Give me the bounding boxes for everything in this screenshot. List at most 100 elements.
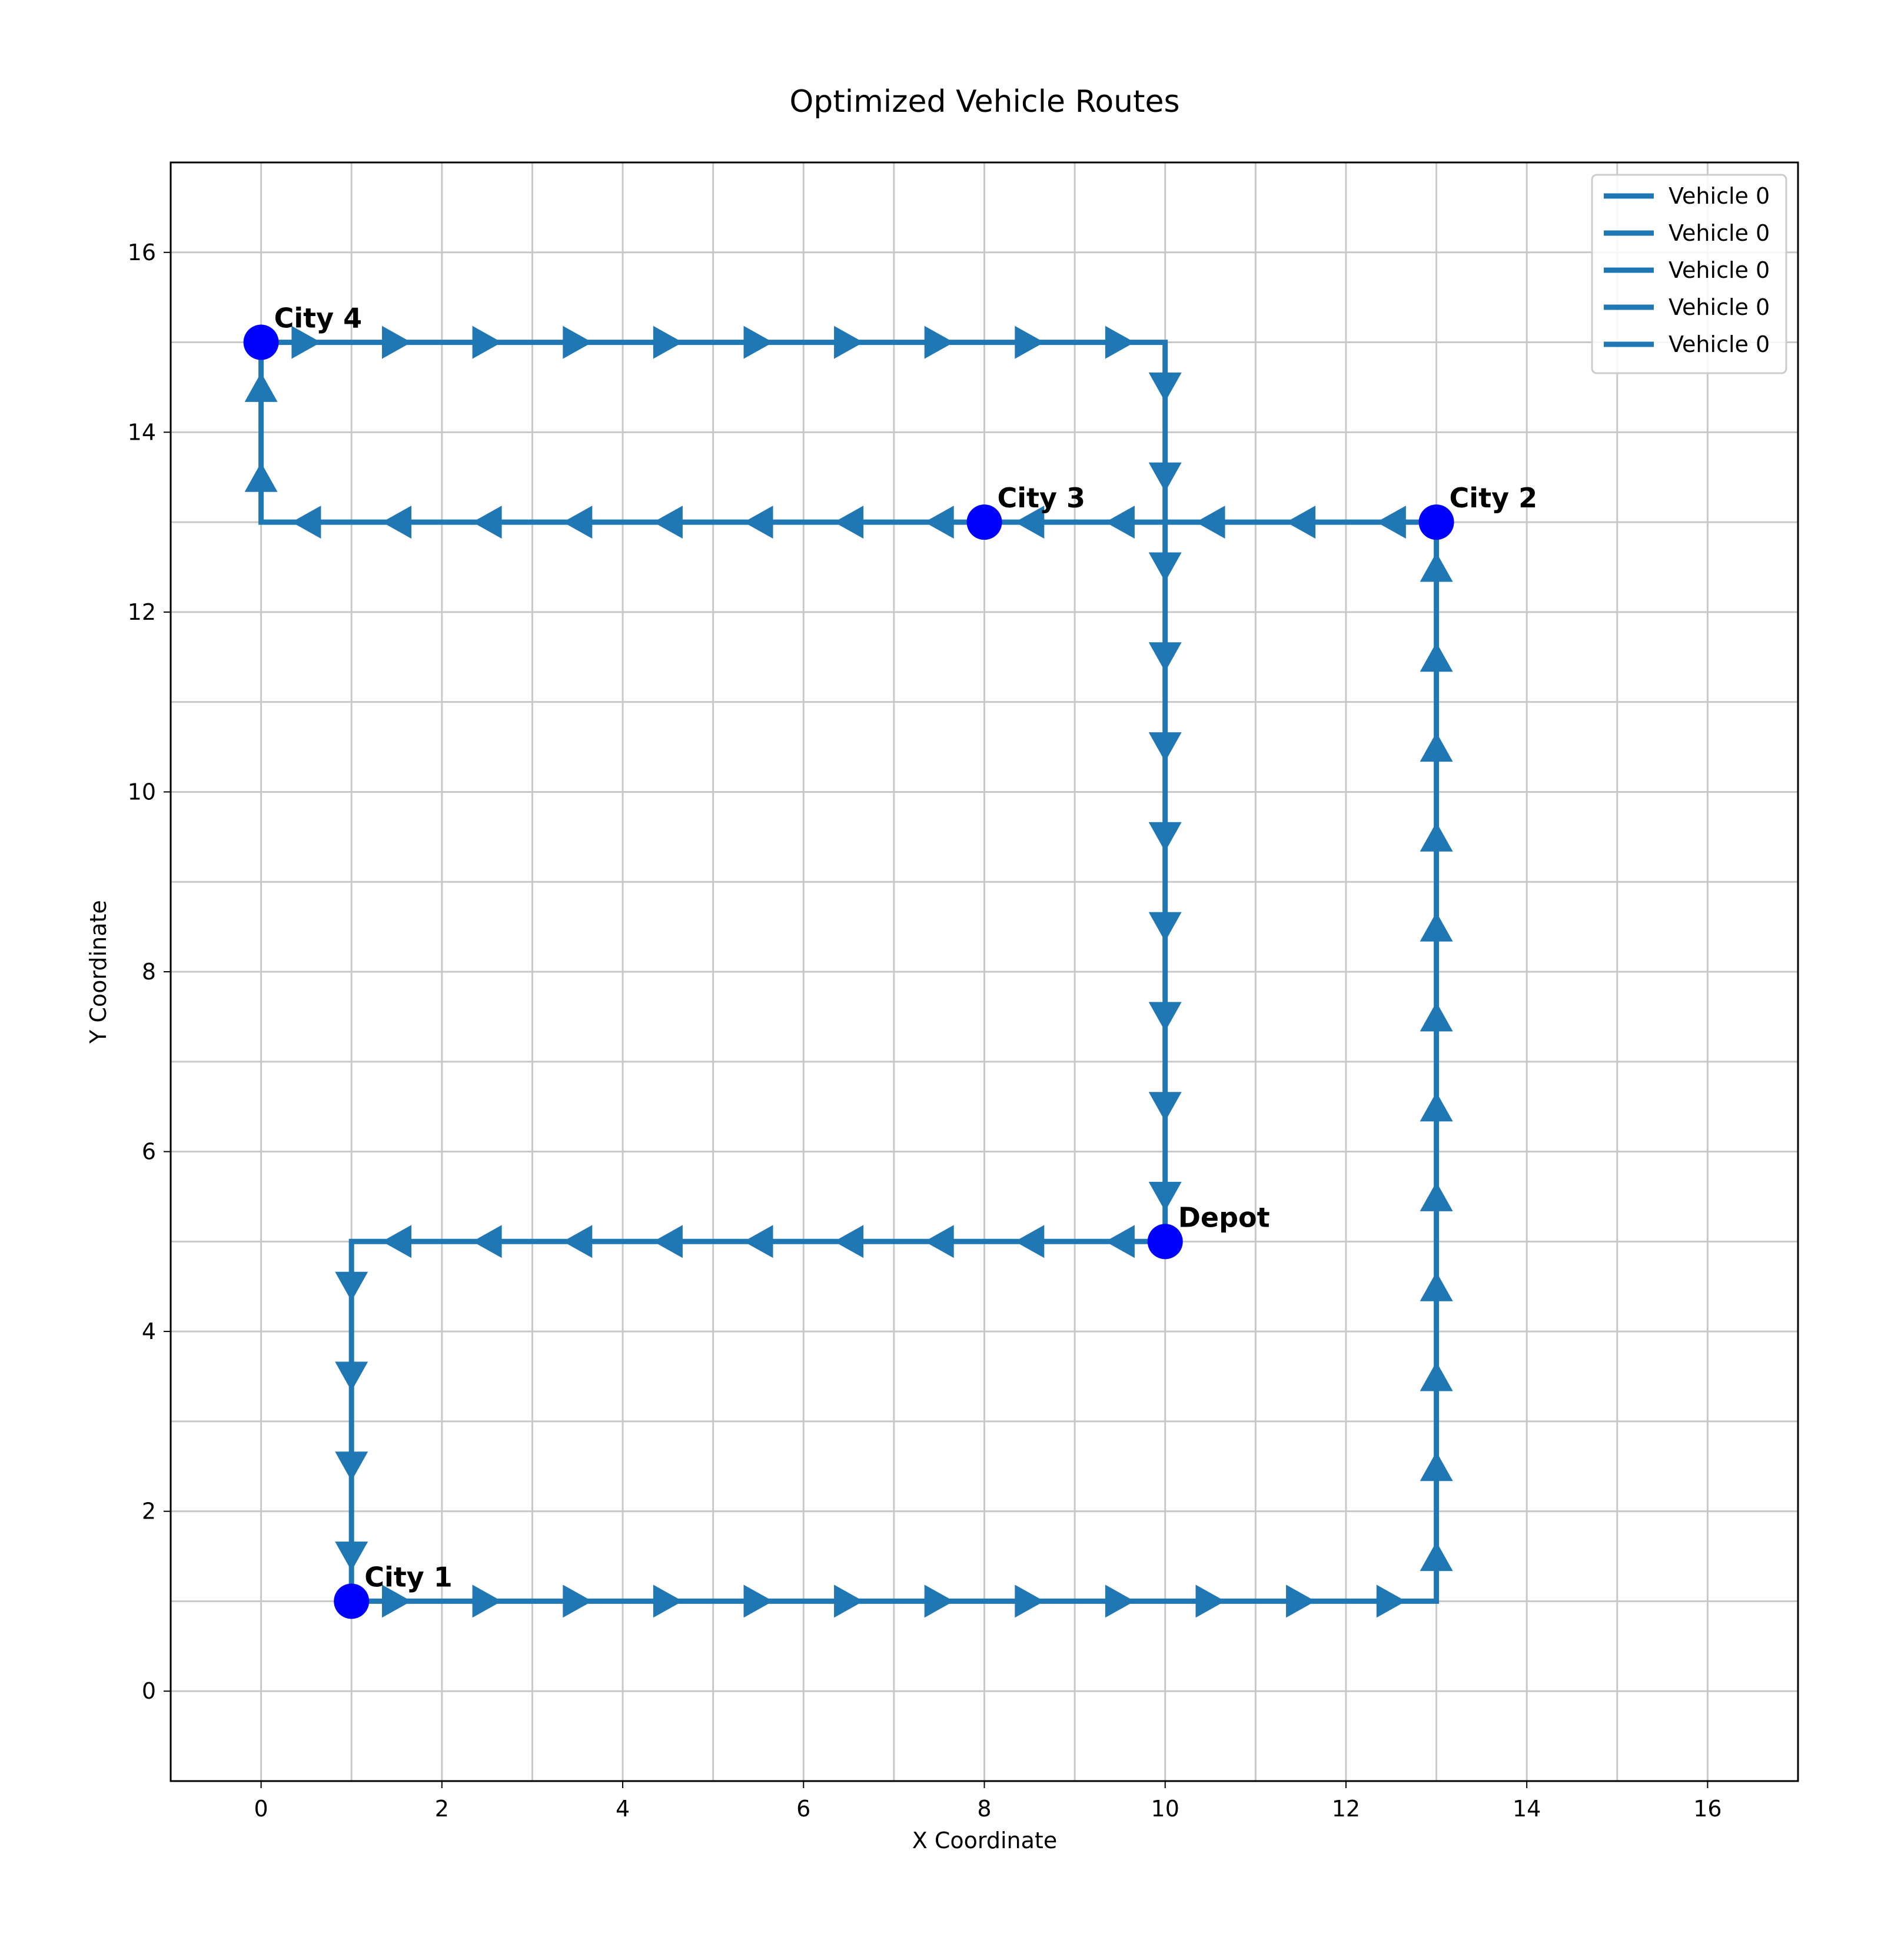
route-arrow	[924, 1225, 954, 1258]
route-arrow	[1420, 1092, 1453, 1122]
route-arrow	[1105, 325, 1135, 359]
y-tick-label: 2	[142, 1499, 156, 1524]
y-tick-label: 16	[128, 240, 156, 265]
x-tick-label: 14	[1513, 1796, 1541, 1822]
location-label: City 4	[274, 303, 363, 334]
route-arrow	[1195, 506, 1225, 539]
x-tick-label: 8	[977, 1796, 991, 1822]
route-arrow	[291, 325, 321, 359]
route-arrow	[1420, 1271, 1453, 1301]
y-tick-label: 12	[128, 599, 156, 625]
route-arrow	[924, 1584, 954, 1618]
legend-label: Vehicle 0	[1669, 257, 1770, 283]
route-arrow	[1015, 325, 1045, 359]
x-axis-label: X Coordinate	[912, 1828, 1057, 1853]
route-arrow	[924, 506, 954, 539]
route-arrow	[335, 1271, 368, 1301]
locations: Depot City 1 City 2 City 3 City 4	[243, 303, 1537, 1619]
location-label: City 1	[364, 1561, 453, 1593]
route-arrow	[1420, 1542, 1453, 1572]
route-arrow	[472, 325, 502, 359]
route-arrow	[382, 325, 411, 359]
route-arrow	[1376, 1584, 1406, 1618]
route-line	[351, 522, 1440, 1604]
route-arrow	[834, 325, 864, 359]
route-arrow	[472, 1225, 502, 1258]
route-arrow	[1148, 1092, 1182, 1122]
route-arrow	[244, 462, 278, 492]
route-arrow	[1286, 506, 1316, 539]
route-arrow	[653, 1584, 683, 1618]
route-arrow	[1148, 732, 1182, 762]
route-arrow	[1420, 1361, 1453, 1391]
route-arrow	[743, 325, 773, 359]
legend-label: Vehicle 0	[1669, 294, 1770, 320]
route-arrow	[472, 1584, 502, 1618]
route-arrow	[743, 1584, 773, 1618]
location-marker	[1418, 504, 1454, 540]
route-arrow	[1105, 1225, 1135, 1258]
route-arrow	[1015, 1584, 1045, 1618]
route-arrow	[924, 325, 954, 359]
route-arrow	[1420, 822, 1453, 852]
route-arrow	[1015, 1225, 1045, 1258]
legend-box	[1591, 174, 1787, 374]
route-arrow	[653, 506, 683, 539]
x-tick-label: 12	[1332, 1796, 1360, 1822]
route-arrow	[1105, 1584, 1135, 1618]
route-arrow	[834, 1584, 864, 1618]
route-arrow	[743, 1225, 773, 1258]
x-tick-label: 0	[254, 1796, 268, 1822]
route-arrow	[1420, 732, 1453, 762]
route-arrow	[1148, 552, 1182, 582]
location-label: City 3	[998, 482, 1086, 514]
route-arrow	[1420, 912, 1453, 942]
location-marker	[334, 1583, 370, 1619]
location-label: Depot	[1178, 1201, 1270, 1233]
location-marker	[243, 324, 279, 360]
route-arrow	[834, 506, 864, 539]
route-line	[348, 1238, 1165, 1602]
route-arrow	[1148, 1181, 1182, 1211]
route-arrow	[563, 1584, 593, 1618]
x-tick-label: 16	[1693, 1796, 1721, 1822]
route-arrow	[335, 1451, 368, 1481]
route-arrow	[1286, 1584, 1316, 1618]
route-arrow	[382, 1225, 411, 1258]
route-arrow	[1148, 822, 1182, 852]
route-arrow	[335, 1361, 368, 1391]
route-arrow	[335, 1542, 368, 1572]
route-arrow	[1376, 506, 1406, 539]
route-arrow	[1420, 552, 1453, 582]
route-arrow	[834, 1225, 864, 1258]
route-arrow	[1420, 1451, 1453, 1481]
route-arrow	[1148, 1002, 1182, 1032]
y-tick-label: 14	[128, 419, 156, 445]
y-tick-label: 4	[142, 1318, 156, 1344]
route-arrow	[1420, 1181, 1453, 1211]
legend: Vehicle 0 Vehicle 0 Vehicle 0 Vehicle 0 Vehi…	[1591, 174, 1787, 374]
routes	[258, 340, 1440, 1604]
y-tick-label: 0	[142, 1678, 156, 1704]
location-marker	[966, 504, 1002, 540]
route-arrow	[1148, 642, 1182, 672]
y-tick-label: 8	[142, 959, 156, 985]
route-arrow	[1015, 506, 1045, 539]
legend-label: Vehicle 0	[1669, 220, 1770, 246]
route-arrow	[472, 506, 502, 539]
route-arrow	[563, 506, 593, 539]
route-arrow	[1148, 912, 1182, 942]
x-tick-label: 6	[796, 1796, 810, 1822]
route-line	[261, 340, 1168, 1242]
grid	[170, 161, 1799, 1782]
route-arrow	[1420, 1002, 1453, 1032]
route-arrow	[382, 506, 411, 539]
route-arrow	[563, 325, 593, 359]
x-tick-label: 10	[1151, 1796, 1179, 1822]
route-arrow	[1105, 506, 1135, 539]
route-arrow	[563, 1225, 593, 1258]
x-tick-label: 2	[435, 1796, 449, 1822]
route-arrow	[1148, 462, 1182, 492]
y-tick-label: 10	[128, 779, 156, 805]
